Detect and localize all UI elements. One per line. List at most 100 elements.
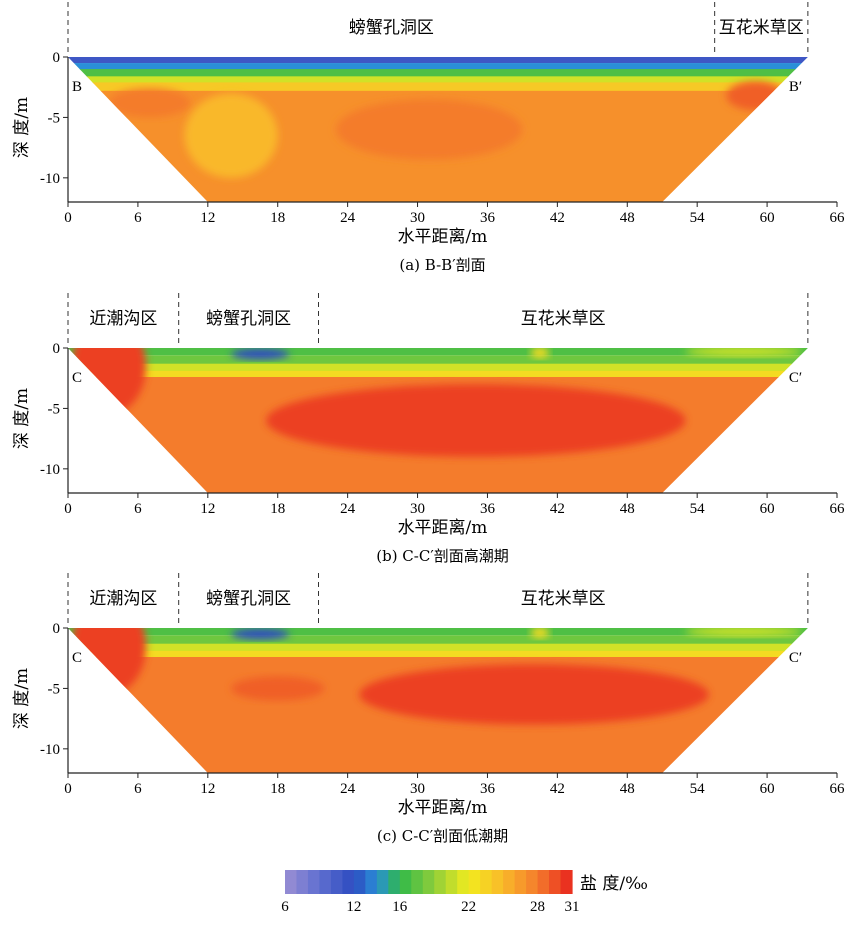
x-tick-label: 18 — [270, 501, 285, 517]
x-tick-label: 60 — [760, 210, 775, 226]
zone-label: 螃蟹孔洞区 — [206, 589, 291, 609]
x-tick-label: 48 — [620, 781, 635, 797]
salinity-band — [68, 370, 808, 378]
salinity-anomaly — [685, 628, 803, 637]
x-tick-label: 60 — [760, 781, 775, 797]
colorbar-swatch — [422, 870, 435, 894]
x-tick-label: 12 — [200, 210, 215, 226]
x-axis-title: 水平距离/m — [398, 227, 488, 247]
y-tick-label: 0 — [53, 50, 61, 66]
x-tick-label: 54 — [690, 781, 706, 797]
y-axis-title: 深 度/m — [12, 97, 32, 158]
x-tick-label: 12 — [200, 781, 215, 797]
x-tick-label: 42 — [550, 210, 565, 226]
section-end-label: C′ — [789, 650, 802, 666]
x-tick-label: 6 — [134, 781, 142, 797]
x-tick-label: 36 — [480, 210, 496, 226]
x-tick-label: 54 — [690, 210, 706, 226]
y-tick-label: -5 — [48, 110, 61, 126]
x-tick-label: 66 — [830, 781, 846, 797]
x-axis-title: 水平距离/m — [398, 518, 488, 538]
zone-label: 互花米草区 — [521, 589, 606, 609]
salinity-anomaly — [231, 348, 290, 360]
salinity-anomaly — [231, 676, 325, 701]
colorbar-tick-label: 31 — [565, 899, 580, 915]
salinity-band — [68, 355, 808, 365]
y-tick-label: 0 — [53, 621, 61, 637]
y-tick-label: -5 — [48, 681, 61, 697]
colorbar-label: 盐 度/‰ — [580, 874, 648, 894]
salinity-band — [68, 57, 808, 64]
x-tick-label: 30 — [410, 781, 425, 797]
colorbar-swatch — [296, 870, 309, 894]
x-tick-label: 66 — [830, 501, 846, 517]
panel-a: 0 6 12 18 24 30 36 42 48 54 60 66 0 -5 -10 水平距离/m 深 度/m (… — [12, 2, 845, 274]
x-tick-label: 54 — [690, 501, 706, 517]
colorbar-swatch — [388, 870, 401, 894]
colorbar: 6 12 16 22 28 31盐 度/‰ — [281, 870, 648, 915]
salinity-anomaly — [726, 81, 785, 111]
salinity-field — [68, 57, 808, 202]
y-tick-label: -10 — [40, 171, 60, 187]
x-tick-label: 48 — [620, 210, 635, 226]
y-tick-label: 0 — [53, 341, 61, 357]
panel-b: 0 6 12 18 24 30 36 42 48 54 60 66 0 -5 -10 水平距离/m 深 度/m (… — [12, 293, 845, 565]
salinity-band — [68, 348, 808, 356]
zone-label: 螃蟹孔洞区 — [349, 18, 434, 38]
x-tick-label: 24 — [340, 781, 356, 797]
section-end-label: C′ — [789, 370, 802, 386]
y-axis-title: 深 度/m — [12, 668, 32, 729]
colorbar-tick-label: 12 — [346, 899, 361, 915]
salinity-band — [68, 63, 808, 71]
section-start-label: B — [72, 79, 82, 95]
salinity-band — [68, 69, 808, 78]
panel-caption: (c) C-C′剖面低潮期 — [377, 827, 508, 845]
y-tick-label: -10 — [40, 742, 60, 758]
panel-caption: (a) B-B′剖面 — [399, 256, 485, 274]
colorbar-swatch — [285, 870, 298, 894]
x-tick-label: 24 — [340, 210, 356, 226]
x-tick-label: 12 — [200, 501, 215, 517]
x-tick-label: 36 — [480, 501, 496, 517]
colorbar-swatch — [399, 870, 412, 894]
colorbar-swatch — [319, 870, 332, 894]
salinity-anomaly — [685, 348, 803, 357]
x-tick-label: 36 — [480, 781, 496, 797]
salinity-anomaly — [530, 348, 550, 359]
x-tick-label: 0 — [64, 210, 72, 226]
colorbar-swatch — [491, 870, 504, 894]
zone-label: 螃蟹孔洞区 — [206, 309, 291, 329]
zone-label: 互花米草区 — [719, 18, 804, 38]
colorbar-swatch — [549, 870, 562, 894]
salinity-anomaly — [359, 664, 709, 725]
y-tick-label: -10 — [40, 462, 60, 478]
colorbar-swatch — [514, 870, 527, 894]
panel-caption: (b) C-C′剖面高潮期 — [376, 547, 509, 565]
salinity-anomaly — [530, 628, 550, 639]
y-axis-title: 深 度/m — [12, 388, 32, 449]
zone-annotations: 螃蟹孔洞区 互花米草区 — [67, 2, 809, 55]
x-tick-label: 42 — [550, 781, 565, 797]
colorbar-tick-label: 16 — [392, 899, 408, 915]
colorbar-tick-label: 28 — [530, 899, 545, 915]
panel-c: 0 6 12 18 24 30 36 42 48 54 60 66 0 -5 -10 水平距离/m 深 度/m (… — [12, 573, 845, 845]
salinity-band — [68, 76, 808, 84]
colorbar-swatch — [330, 870, 343, 894]
x-tick-label: 30 — [410, 210, 425, 226]
zone-label: 互花米草区 — [521, 309, 606, 329]
salinity-band — [68, 628, 808, 636]
x-tick-label: 0 — [64, 781, 72, 797]
colorbar-swatch — [445, 870, 458, 894]
salinity-anomaly — [266, 384, 686, 457]
salinity-band — [68, 635, 808, 645]
colorbar-swatch — [307, 870, 321, 894]
colorbar-swatch — [537, 870, 550, 894]
x-tick-label: 0 — [64, 501, 72, 517]
section-end-label: B′ — [789, 79, 802, 95]
zone-label: 近潮沟区 — [89, 309, 157, 329]
colorbar-swatch — [342, 870, 355, 894]
colorbar-swatch — [480, 870, 493, 894]
x-tick-label: 24 — [340, 501, 356, 517]
salinity-band — [68, 363, 808, 372]
